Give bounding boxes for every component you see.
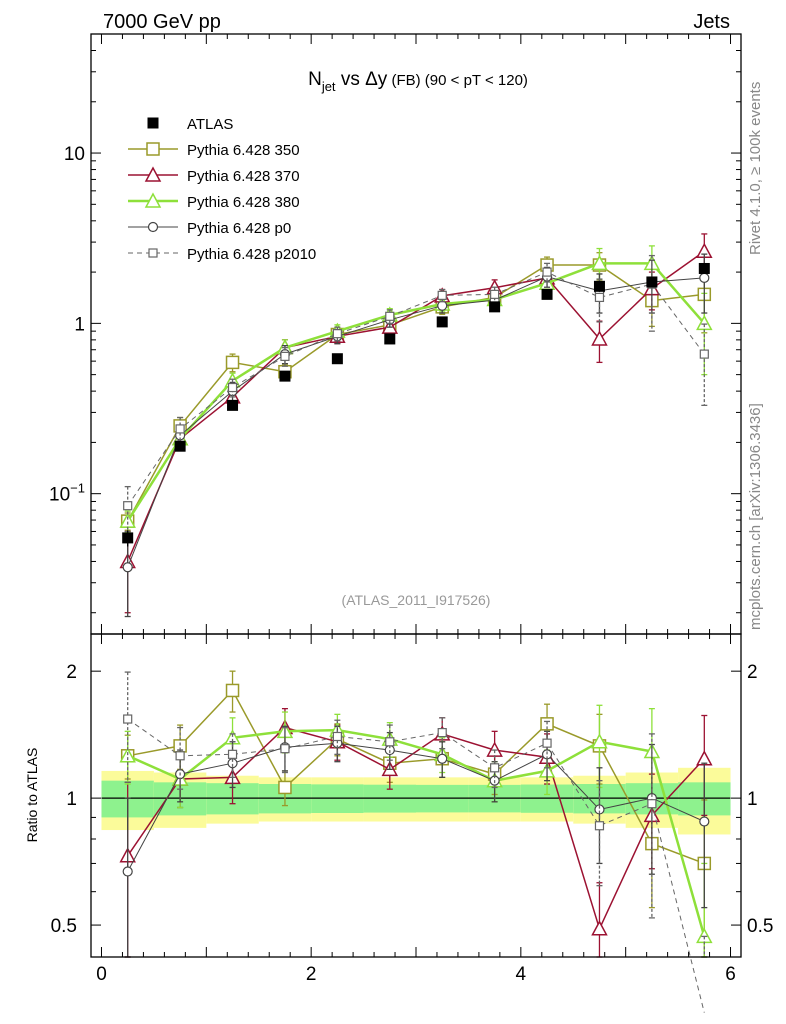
ratio-ytick-label-left: 1: [66, 789, 77, 810]
legend-marker-p350: [146, 142, 160, 156]
main-point-p2010: [699, 349, 709, 359]
ratio-point-p2010: [437, 728, 447, 738]
ratio-point-p2010: [490, 763, 500, 773]
main-line-p380: [126, 262, 706, 522]
main-point-p370: [591, 330, 608, 346]
ratio-point-p2010: [332, 731, 342, 742]
ratio-line-p370: [127, 726, 705, 931]
data-point: [489, 301, 501, 313]
legend-marker-p370: [144, 166, 162, 182]
main-point-p2010: [332, 329, 342, 339]
data-point: [122, 532, 134, 544]
main-line-p350: [127, 264, 705, 522]
main-point-p2010: [490, 289, 500, 299]
data-point: [279, 370, 291, 382]
collision-label: 7000 GeV pp: [103, 11, 221, 33]
main-point-p0: [699, 272, 710, 283]
main-point-p2010: [385, 311, 395, 321]
data-point: [593, 280, 605, 292]
ratio-xtick-label: 4: [516, 964, 527, 985]
main-point-p0: [122, 562, 133, 573]
legend-label-p0: Pythia 6.428 p0: [187, 220, 291, 237]
legend-marker-p380: [144, 192, 162, 208]
legend-label-atlas: ATLAS: [187, 116, 233, 133]
ratio-point-p2010: [594, 821, 605, 831]
process-label: Jets: [693, 11, 730, 33]
analysis-watermark: (ATLAS_2011_I917526): [342, 592, 491, 608]
main-point-p350: [225, 355, 240, 370]
ratio-point-p0: [437, 753, 448, 764]
mcplots-label: mcplots.cern.ch [arXiv:1306.3436]: [747, 403, 764, 630]
ratio-ytick-label-left: 0.5: [51, 916, 77, 937]
ratio-point-p380: [591, 733, 608, 749]
ratio-point-p350: [225, 683, 240, 698]
main-line-p2010: [127, 271, 705, 506]
data-point: [646, 276, 658, 288]
ratio-line-p350: [127, 689, 705, 865]
ratio-ytick-label-right: 2: [747, 662, 758, 683]
ratio-line-p0: [127, 742, 705, 872]
ratio-ytick-label-right: 0.5: [747, 916, 773, 937]
main-line-p0: [127, 276, 705, 568]
main-point-p2010: [227, 382, 238, 393]
main-ytick-label: 1: [74, 314, 85, 335]
legend: ATLAS Pythia 6.428 350 Pythia 6.428 370 Pyt…: [128, 116, 316, 263]
main-point-p380: [591, 254, 608, 271]
data-point: [331, 353, 343, 365]
ratio-point-p0: [122, 866, 133, 877]
main-ytick-label: 10: [64, 144, 85, 165]
legend-label-p350: Pythia 6.428 350: [187, 142, 300, 159]
ratio-line-p380: [127, 728, 706, 937]
ratio-point-p2010: [542, 738, 552, 748]
ratio-point-p350: [278, 780, 292, 795]
ratio-point-p370: [591, 920, 608, 936]
main-point-p0: [437, 300, 448, 311]
ratio-ylabel: Ratio to ATLAS: [24, 748, 40, 843]
main-point-p2010: [280, 351, 290, 361]
main-point-p2010: [123, 501, 133, 511]
ratio-xtick-label: 0: [96, 964, 107, 985]
ratio-panel: 0.5 0.5 1 1 2 2 0 2 4 6: [51, 633, 773, 1013]
data-point: [698, 262, 710, 274]
ratio-point-p0: [699, 816, 710, 827]
ratio-point-p0: [594, 804, 605, 815]
data-point: [436, 316, 448, 328]
main-point-p2010: [542, 267, 552, 277]
legend-label-p2010: Pythia 6.428 p2010: [187, 246, 316, 263]
rivet-label: Rivet 4.1.0, ≥ 100k events: [747, 82, 764, 255]
ratio-line-p2010: [127, 718, 705, 1013]
ratio-xtick-label: 6: [725, 964, 736, 985]
ratio-point-p380: [119, 747, 136, 763]
legend-marker-atlas: [147, 117, 159, 129]
legend-label-p370: Pythia 6.428 370: [187, 168, 300, 185]
data-point: [541, 288, 553, 300]
main-ytick-label: 10−1: [49, 481, 85, 506]
plot-title: Njet vs Δy (FB) (90 < pT < 120): [308, 69, 528, 94]
ratio-ytick-label-left: 2: [66, 662, 77, 683]
main-line-p370: [127, 250, 705, 562]
data-point: [384, 333, 396, 345]
ratio-point-p2010: [385, 737, 395, 747]
data-point: [174, 440, 186, 452]
legend-marker-p2010: [148, 248, 158, 258]
ratio-point-p2010: [647, 799, 657, 809]
ratio-ytick-label-right: 1: [747, 789, 758, 810]
ratio-point-p2010: [280, 744, 290, 754]
main-point-p2010: [594, 292, 605, 303]
data-point: [227, 399, 239, 411]
main-panel: 10−1 1 10: [49, 33, 742, 635]
legend-marker-p0: [147, 221, 159, 233]
legend-label-p380: Pythia 6.428 380: [187, 194, 300, 211]
ratio-point-p2010: [227, 749, 238, 759]
ratio-xtick-label: 2: [306, 964, 317, 985]
ratio-point-p2010: [175, 751, 185, 761]
ratio-point-p2010: [123, 714, 133, 724]
main-point-p2010: [175, 424, 185, 434]
main-point-p2010: [437, 290, 447, 300]
